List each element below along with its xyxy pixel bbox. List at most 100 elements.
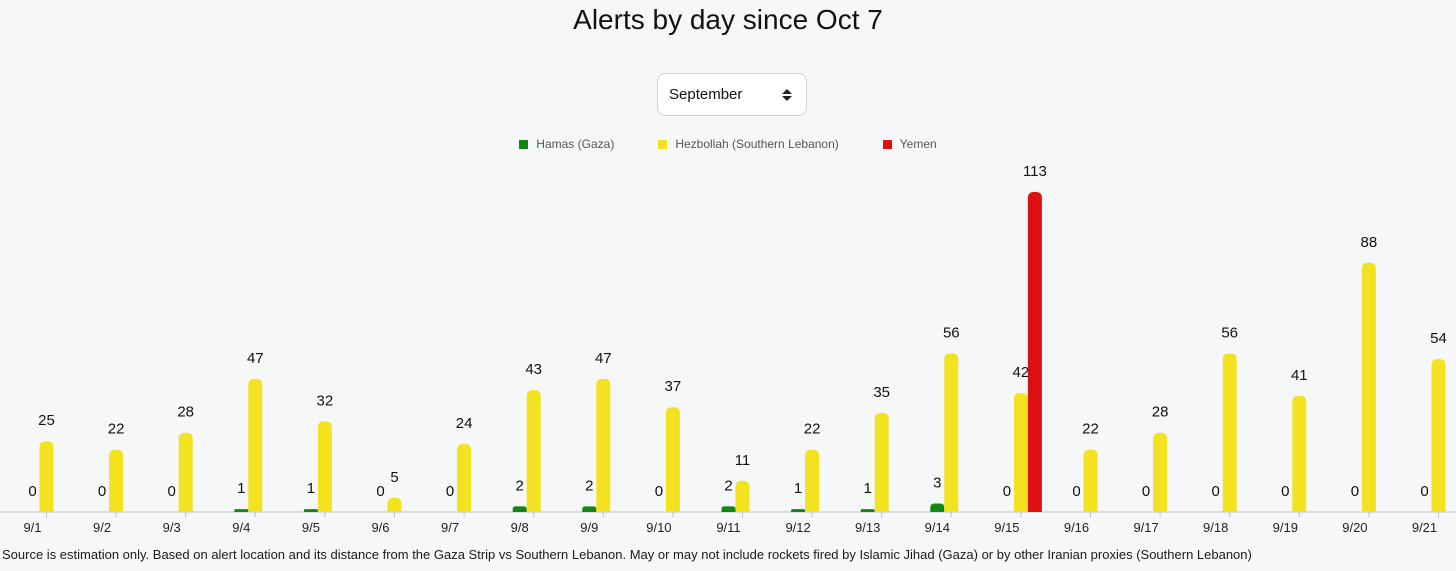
bar-hamas[interactable] [860, 509, 875, 512]
legend-label-yemen: Yemen [899, 137, 937, 151]
bar-hamas[interactable] [582, 506, 597, 512]
data-label-hezbollah: 37 [665, 378, 682, 395]
bar-hezbollah[interactable] [526, 390, 541, 512]
x-tick-label: 9/21 [1412, 520, 1437, 535]
data-label-hamas: 0 [168, 483, 176, 500]
data-label-hezbollah: 88 [1361, 234, 1378, 251]
x-tick-label: 9/17 [1133, 520, 1158, 535]
legend-item-hezbollah[interactable]: Hezbollah (Southern Lebanon) [658, 137, 839, 151]
data-label-hezbollah: 25 [38, 412, 55, 429]
data-label-hezbollah: 41 [1291, 367, 1308, 384]
bar-hezbollah[interactable] [596, 378, 611, 512]
data-label-hamas: 0 [655, 483, 663, 500]
data-label-hamas: 0 [1281, 483, 1289, 500]
x-tick-label: 9/5 [302, 520, 320, 535]
data-label-hamas: 0 [1351, 483, 1359, 500]
bar-hezbollah[interactable] [1153, 432, 1168, 512]
data-label-hamas: 0 [98, 483, 106, 500]
legend-label-hamas: Hamas (Gaza) [536, 137, 615, 151]
x-tick-label: 9/10 [646, 520, 671, 535]
bar-hezbollah[interactable] [1222, 353, 1237, 512]
data-label-hamas: 2 [585, 477, 593, 494]
data-label-hamas: 0 [1142, 483, 1150, 500]
bar-hezbollah[interactable] [874, 412, 889, 512]
x-tick-label: 9/1 [23, 520, 41, 535]
x-tick-label: 9/13 [855, 520, 880, 535]
bar-hezbollah[interactable] [735, 480, 750, 512]
data-label-hamas: 1 [307, 480, 315, 497]
bar-hamas[interactable] [721, 506, 736, 512]
bar-hezbollah[interactable] [1292, 395, 1307, 512]
bar-hezbollah[interactable] [178, 432, 193, 512]
data-label-hamas: 2 [724, 477, 732, 494]
x-tick-label: 9/15 [994, 520, 1019, 535]
data-label-hamas: 1 [237, 480, 245, 497]
data-label-hamas: 0 [28, 483, 36, 500]
data-label-hamas: 0 [376, 483, 384, 500]
data-label-hamas: 1 [864, 480, 872, 497]
bar-hezbollah[interactable] [387, 497, 402, 512]
bar-hezbollah[interactable] [1013, 393, 1028, 512]
bar-hezbollah[interactable] [944, 353, 959, 512]
data-label-hezbollah: 47 [247, 350, 264, 367]
legend-item-yemen[interactable]: Yemen [882, 137, 937, 151]
legend-label-hezbollah: Hezbollah (Southern Lebanon) [675, 137, 839, 151]
data-label-hezbollah: 24 [456, 415, 473, 432]
x-tick-label: 9/3 [163, 520, 181, 535]
bar-hezbollah[interactable] [39, 441, 54, 512]
chart-title: Alerts by day since Oct 7 [573, 4, 883, 35]
data-label-hezbollah: 56 [943, 324, 960, 341]
x-tick-label: 9/2 [93, 520, 111, 535]
bar-hamas[interactable] [930, 503, 945, 512]
month-select[interactable]: September [657, 73, 807, 116]
data-label-hamas: 0 [1212, 483, 1220, 500]
bar-hezbollah[interactable] [1431, 359, 1446, 512]
data-label-hamas: 1 [794, 480, 802, 497]
data-label-hezbollah: 54 [1430, 330, 1447, 347]
x-tick-label: 9/4 [232, 520, 250, 535]
x-tick-label: 9/20 [1342, 520, 1367, 535]
data-label-hezbollah: 22 [108, 421, 125, 438]
bar-hezbollah[interactable] [457, 444, 472, 512]
data-label-yemen: 113 [1023, 163, 1047, 180]
bar-hezbollah[interactable] [1361, 262, 1376, 512]
data-label-hezbollah: 56 [1221, 324, 1238, 341]
data-label-hezbollah: 42 [1013, 364, 1030, 381]
legend-swatch-hamas [519, 139, 529, 149]
data-label-hamas: 3 [933, 475, 941, 492]
legend: Hamas (Gaza) Hezbollah (Southern Lebanon… [0, 137, 1456, 151]
legend-item-hamas[interactable]: Hamas (Gaza) [519, 137, 614, 151]
bar-hezbollah[interactable] [1083, 449, 1098, 512]
legend-swatch-yemen [882, 139, 892, 149]
data-label-hezbollah: 35 [873, 384, 890, 401]
bar-hamas[interactable] [234, 509, 249, 512]
x-tick-label: 9/9 [580, 520, 598, 535]
x-tick-label: 9/11 [716, 520, 740, 535]
data-label-hamas: 0 [1003, 483, 1011, 500]
legend-swatch-hezbollah [658, 139, 668, 149]
bar-hezbollah[interactable] [248, 378, 263, 512]
data-label-hamas: 0 [446, 483, 454, 500]
x-tick-label: 9/18 [1203, 520, 1228, 535]
data-label-hezbollah: 28 [1152, 404, 1169, 421]
data-label-hezbollah: 5 [390, 469, 398, 486]
data-label-hezbollah: 43 [525, 361, 542, 378]
bar-hezbollah[interactable] [805, 449, 820, 512]
x-tick-label: 9/19 [1273, 520, 1298, 535]
data-label-hamas: 0 [1072, 483, 1080, 500]
bar-hezbollah[interactable] [317, 421, 332, 512]
x-tick-label: 9/14 [925, 520, 950, 535]
select-arrows-icon [782, 88, 792, 101]
x-tick-label: 9/12 [785, 520, 810, 535]
bar-hamas[interactable] [512, 506, 527, 512]
footnote: Source is estimation only. Based on aler… [2, 547, 1252, 562]
bar-yemen[interactable] [1027, 192, 1042, 512]
data-label-hezbollah: 28 [177, 404, 194, 421]
bar-hamas[interactable] [303, 509, 318, 512]
bar-hezbollah[interactable] [109, 449, 124, 512]
bar-hezbollah[interactable] [665, 407, 680, 512]
bar-hamas[interactable] [791, 509, 806, 512]
data-label-hezbollah: 47 [595, 350, 612, 367]
x-tick-label: 9/16 [1064, 520, 1089, 535]
